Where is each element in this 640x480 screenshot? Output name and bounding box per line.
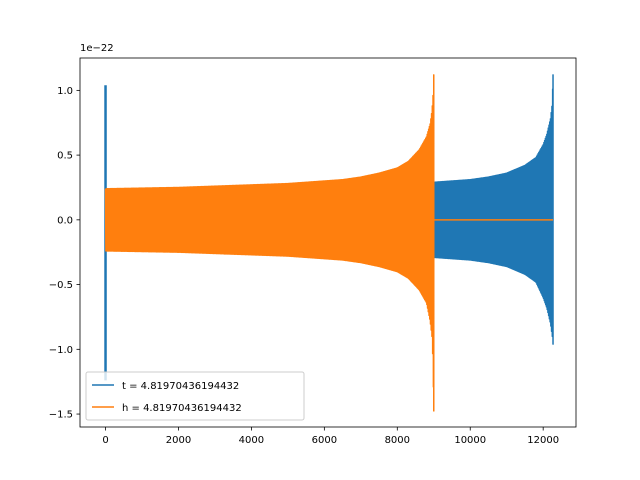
series-1	[104, 74, 554, 412]
x-tick-label: 6000	[312, 435, 337, 446]
y-tick-label: −1.5	[49, 410, 73, 421]
y-tick-label: −0.5	[49, 280, 73, 291]
axes-frame	[79, 57, 577, 428]
y-offset-label: 1e−22	[80, 43, 114, 54]
y-tick-label: 0.5	[57, 151, 73, 162]
x-tick-label: 4000	[239, 435, 264, 446]
y-tick-label: −1.0	[49, 345, 73, 356]
x-tick-label: 10000	[454, 435, 486, 446]
plot-area	[104, 74, 554, 412]
y-tick-label: 0.0	[57, 215, 73, 226]
x-tick-label: 8000	[385, 435, 410, 446]
axes: 0 2000 4000 6000 8000 10000 12000 1.0 0.5 0.0 −0.5…	[49, 57, 577, 446]
x-tick-label: 2000	[166, 435, 191, 446]
legend-frame	[85, 371, 305, 421]
legend: t = 4.81970436194432 h = 4.8197043619443…	[85, 371, 305, 421]
legend-label-h: h = 4.81970436194432	[122, 403, 242, 414]
y-tick-label: 1.0	[57, 86, 73, 97]
legend-label-t: t = 4.81970436194432	[122, 381, 239, 392]
series-line-1	[104, 74, 435, 412]
x-tick-label: 12000	[527, 435, 559, 446]
x-tick-label: 0	[102, 435, 108, 446]
